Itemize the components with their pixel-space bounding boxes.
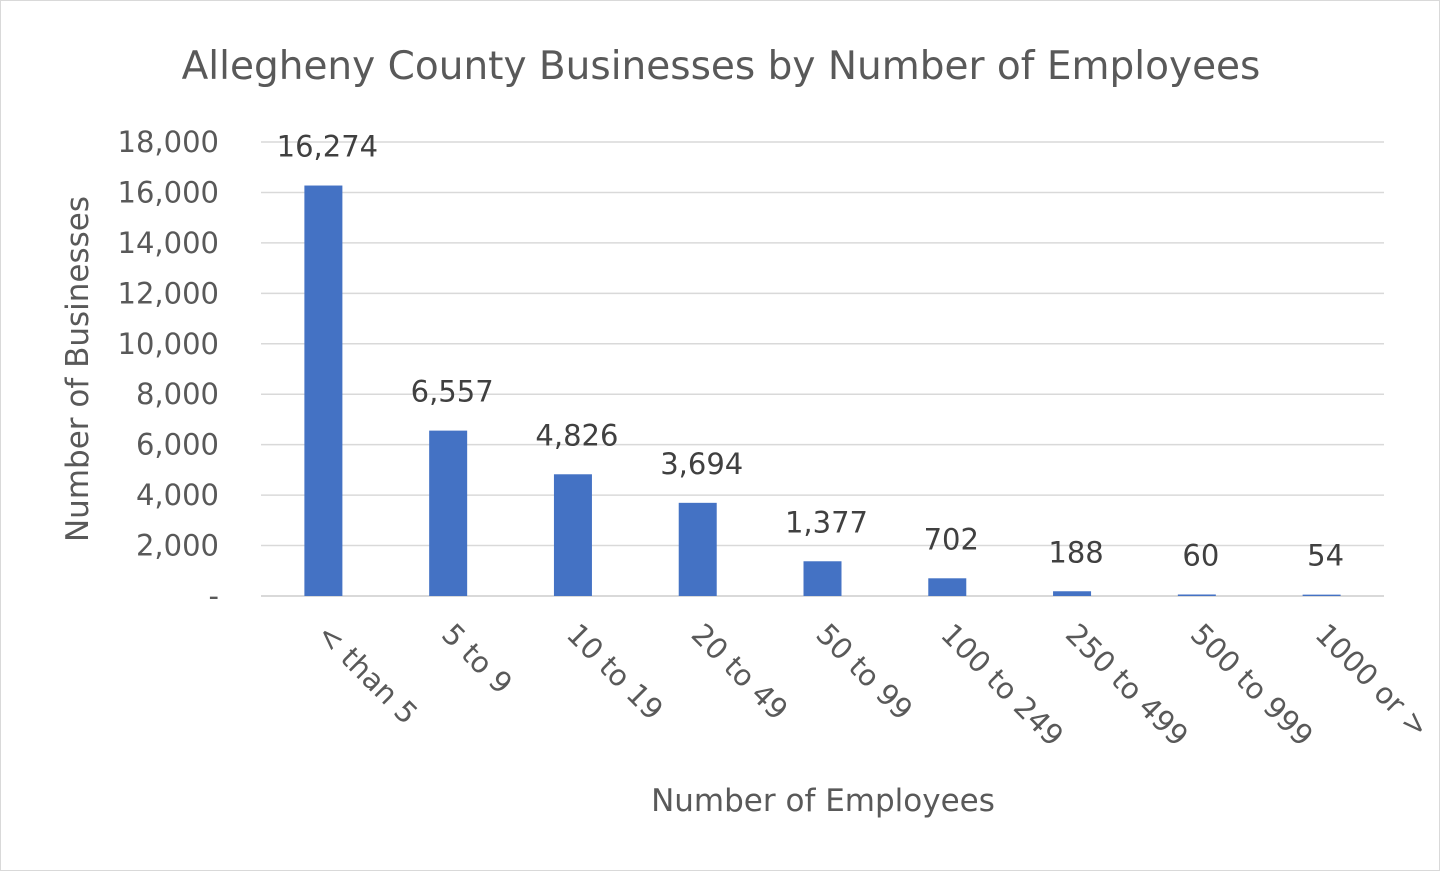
data-label: 60 — [1182, 538, 1219, 572]
data-label: 3,694 — [660, 447, 743, 481]
x-tick-label: 500 to 999 — [1184, 617, 1320, 753]
x-tick-label: 5 to 9 — [435, 617, 519, 701]
data-label: 6,557 — [411, 375, 494, 409]
y-tick-label: 10,000 — [118, 327, 219, 361]
x-tick-label: 100 to 249 — [934, 617, 1070, 753]
y-tick-label: - — [209, 579, 219, 613]
y-tick-label: 12,000 — [118, 276, 219, 310]
data-labels: 16,274 6,557 4,826 3,694 1,377 702 188 60 54 — [277, 130, 1344, 573]
bar-1 — [429, 430, 468, 596]
data-label: 188 — [1048, 535, 1103, 569]
data-label: 4,826 — [535, 418, 618, 452]
y-tick-label: 2,000 — [136, 529, 219, 563]
data-label: 16,274 — [277, 130, 378, 164]
bar-2 — [553, 474, 592, 596]
y-tick-label: 6,000 — [136, 428, 219, 462]
bar-4 — [803, 561, 842, 596]
y-tick-label: 16,000 — [118, 175, 219, 209]
bar-5 — [928, 578, 967, 596]
bar-7 — [1177, 594, 1216, 596]
data-label: 1,377 — [785, 505, 868, 539]
y-axis-title: Number of Businesses — [60, 196, 96, 542]
y-tick-label: 18,000 — [118, 125, 219, 159]
x-axis-title: Number of Employees — [651, 783, 995, 819]
y-tick-label: 8,000 — [136, 377, 219, 411]
bar-6 — [1053, 591, 1092, 596]
x-tick-label: 250 to 499 — [1059, 617, 1195, 753]
x-tick-label: 10 to 19 — [560, 617, 670, 727]
bars — [304, 185, 1341, 596]
x-tick-label: 20 to 49 — [685, 617, 795, 727]
y-tick-label: 14,000 — [118, 226, 219, 260]
chart-title: Allegheny County Businesses by Number of… — [182, 44, 1261, 89]
data-label: 702 — [924, 522, 979, 556]
y-axis-tick-labels: - 2,000 4,000 6,000 8,000 10,000 12,000 14,000 1… — [118, 125, 219, 613]
x-tick-label: < than 5 — [310, 617, 424, 731]
bar-0 — [304, 185, 343, 596]
bar-3 — [678, 502, 717, 596]
x-tick-label: 50 to 99 — [810, 617, 920, 727]
x-tick-label: 1000 or > — [1309, 617, 1436, 744]
bar-8 — [1302, 594, 1341, 596]
data-label: 54 — [1307, 539, 1344, 573]
y-tick-label: 4,000 — [136, 478, 219, 512]
